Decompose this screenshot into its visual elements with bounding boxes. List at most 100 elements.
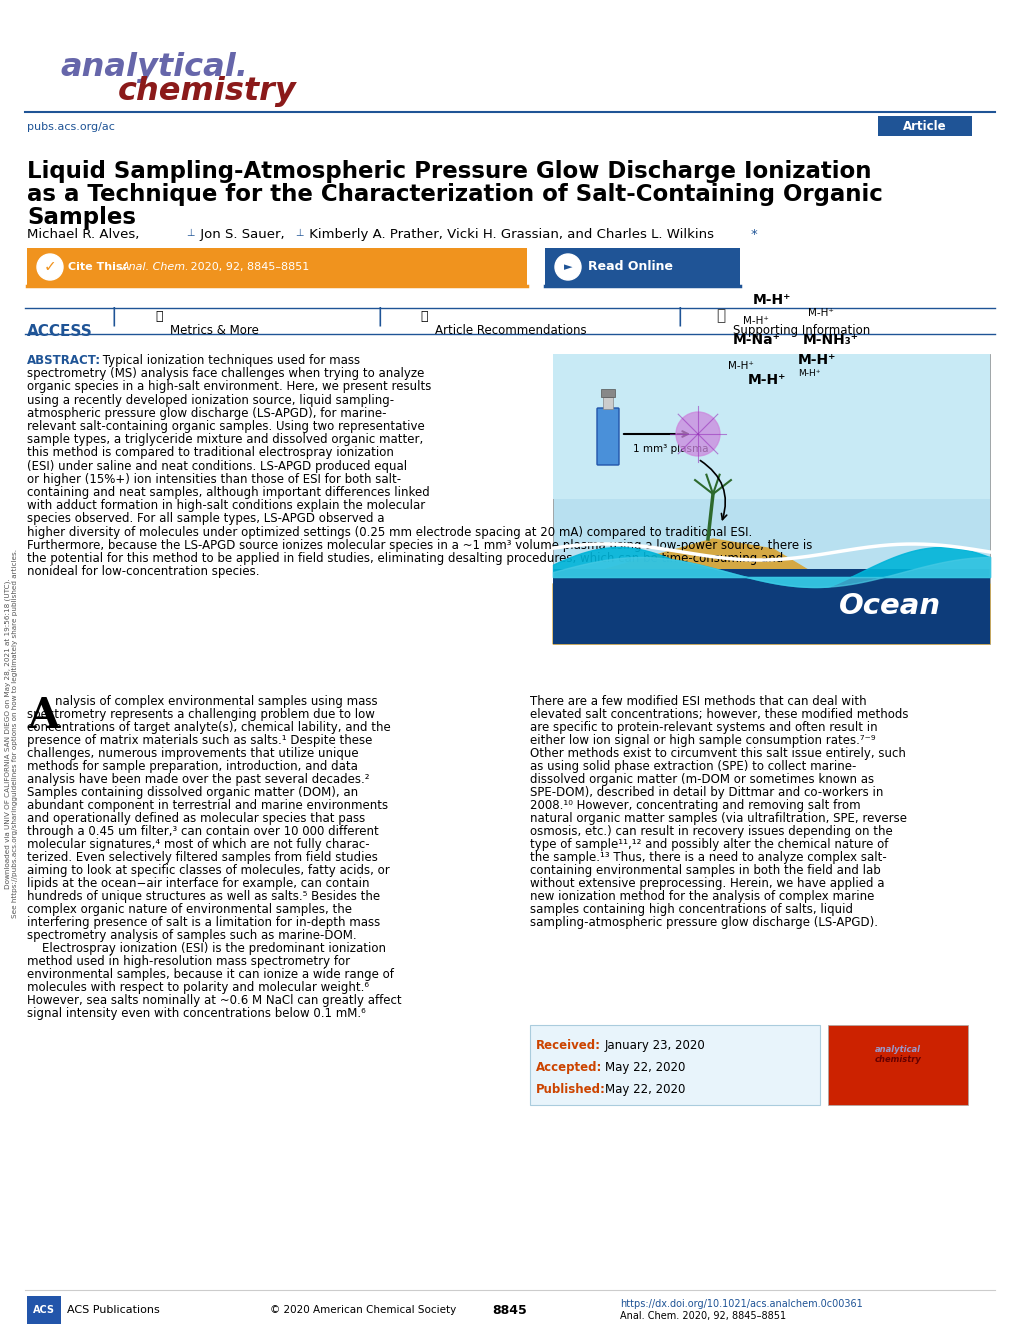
Text: May 22, 2020: May 22, 2020 <box>604 1083 685 1097</box>
Text: Samples containing dissolved organic matter (DOM), an: Samples containing dissolved organic mat… <box>26 786 358 799</box>
Text: hundreds of unique structures as well as salts.⁵ Besides the: hundreds of unique structures as well as… <box>26 890 380 903</box>
Text: Article Recommendations: Article Recommendations <box>434 324 586 338</box>
Text: Published:: Published: <box>535 1083 605 1097</box>
Text: M-H⁺: M-H⁺ <box>747 374 786 387</box>
Text: lipids at the ocean−air interface for example, can contain: lipids at the ocean−air interface for ex… <box>26 876 369 890</box>
Text: as a Technique for the Characterization of Salt-Containing Organic: as a Technique for the Characterization … <box>26 183 882 205</box>
Text: 2020, 92, 8845–8851: 2020, 92, 8845–8851 <box>186 261 309 272</box>
Text: Typical ionization techniques used for mass: Typical ionization techniques used for m… <box>99 354 360 367</box>
Text: A: A <box>26 695 59 736</box>
Text: Kimberly A. Prather, Vicki H. Grassian, and Charles L. Wilkins: Kimberly A. Prather, Vicki H. Grassian, … <box>305 228 713 241</box>
Text: 1 mm³ plasma: 1 mm³ plasma <box>633 444 708 454</box>
Text: 🖹: 🖹 <box>420 309 427 323</box>
Text: Downloaded via UNIV OF CALIFORNIA SAN DIEGO on May 28, 2021 at 19:56:18 (UTC).
S: Downloaded via UNIV OF CALIFORNIA SAN DI… <box>4 550 18 918</box>
Text: There are a few modified ESI methods that can deal with: There are a few modified ESI methods tha… <box>530 695 866 708</box>
Text: M-H⁺: M-H⁺ <box>752 293 791 307</box>
Text: Furthermore, because the LS-APGD source ionizes molecular species in a ~1 mm³ vo: Furthermore, because the LS-APGD source … <box>26 539 811 552</box>
Text: ACCESS: ACCESS <box>26 324 93 339</box>
Text: Ocean: Ocean <box>838 592 941 620</box>
Text: chemistry: chemistry <box>118 76 297 107</box>
Text: ACS: ACS <box>33 1305 55 1315</box>
Text: containing and neat samples, although important differences linked: containing and neat samples, although im… <box>26 486 429 499</box>
Text: |: | <box>376 307 383 325</box>
Text: spectrometry (MS) analysis face challenges when trying to analyze: spectrometry (MS) analysis face challeng… <box>26 367 424 380</box>
Text: concentrations of target analyte(s), chemical lability, and the: concentrations of target analyte(s), che… <box>26 720 390 734</box>
Text: molecules with respect to polarity and molecular weight.⁶: molecules with respect to polarity and m… <box>26 980 369 994</box>
Text: the sample.¹³ Thus, there is a need to analyze complex salt-: the sample.¹³ Thus, there is a need to a… <box>530 851 886 864</box>
Text: Anal. Chem.: Anal. Chem. <box>122 261 190 272</box>
Text: M-H⁺: M-H⁺ <box>742 316 768 325</box>
Text: complex organic nature of environmental samples, the: complex organic nature of environmental … <box>26 903 352 916</box>
Text: atmospheric pressure glow discharge (LS-APGD), for marine-: atmospheric pressure glow discharge (LS-… <box>26 407 386 420</box>
Text: type of sample¹¹,¹² and possibly alter the chemical nature of: type of sample¹¹,¹² and possibly alter t… <box>530 838 888 851</box>
Text: M-Na⁺: M-Na⁺ <box>733 334 781 347</box>
Text: sample types, a triglyceride mixture and dissolved organic matter,: sample types, a triglyceride mixture and… <box>26 434 423 446</box>
Circle shape <box>676 412 719 456</box>
FancyBboxPatch shape <box>600 390 614 398</box>
Text: Received:: Received: <box>535 1039 600 1053</box>
Text: environmental samples, because it can ionize a wide range of: environmental samples, because it can io… <box>26 968 393 980</box>
Text: organic species in a high-salt environment. Here, we present results: organic species in a high-salt environme… <box>26 380 431 394</box>
Text: Jon S. Sauer,: Jon S. Sauer, <box>196 228 284 241</box>
Text: relevant salt-containing organic samples. Using two representative: relevant salt-containing organic samples… <box>26 420 424 434</box>
FancyBboxPatch shape <box>552 354 989 499</box>
Text: using a recently developed ionization source, liquid sampling-: using a recently developed ionization so… <box>26 394 393 407</box>
Text: ⊥: ⊥ <box>294 228 304 237</box>
Text: osmosis, etc.) can result in recovery issues depending on the: osmosis, etc.) can result in recovery is… <box>530 824 892 838</box>
Text: containing environmental samples in both the field and lab: containing environmental samples in both… <box>530 864 879 876</box>
FancyBboxPatch shape <box>544 248 739 285</box>
Text: species observed. For all sample types, LS-APGD observed a: species observed. For all sample types, … <box>26 512 384 526</box>
FancyBboxPatch shape <box>26 248 527 285</box>
FancyBboxPatch shape <box>602 398 612 410</box>
FancyBboxPatch shape <box>552 354 989 644</box>
Text: method used in high-resolution mass spectrometry for: method used in high-resolution mass spec… <box>26 955 350 968</box>
Circle shape <box>37 253 63 280</box>
Text: ABSTRACT:: ABSTRACT: <box>26 354 101 367</box>
Text: chemistry: chemistry <box>873 1055 920 1065</box>
Text: abundant component in terrestrial and marine environments: abundant component in terrestrial and ma… <box>26 799 388 812</box>
Text: M-H⁺: M-H⁺ <box>807 308 834 317</box>
Text: 8845: 8845 <box>492 1303 527 1317</box>
Text: M-NH₃⁺: M-NH₃⁺ <box>802 334 858 347</box>
Text: this method is compared to traditional electrospray ionization: this method is compared to traditional e… <box>26 447 393 459</box>
Text: However, sea salts nominally at ~0.6 M NaCl can greatly affect: However, sea salts nominally at ~0.6 M N… <box>26 994 401 1007</box>
Text: Metrics & More: Metrics & More <box>170 324 259 338</box>
Text: as using solid phase extraction (SPE) to collect marine-: as using solid phase extraction (SPE) to… <box>530 760 856 772</box>
Text: ACS Publications: ACS Publications <box>67 1305 160 1315</box>
Text: SPE-DOM), described in detail by Dittmar and co-workers in: SPE-DOM), described in detail by Dittmar… <box>530 786 882 799</box>
Text: either low ion signal or high sample consumption rates.⁷⁻⁹: either low ion signal or high sample con… <box>530 734 874 747</box>
Text: higher diversity of molecules under optimized settings (0.25 mm electrode spacin: higher diversity of molecules under opti… <box>26 526 752 539</box>
Text: Liquid Sampling-Atmospheric Pressure Glow Discharge Ionization: Liquid Sampling-Atmospheric Pressure Glo… <box>26 160 870 183</box>
Text: ►: ► <box>564 261 572 272</box>
Text: 📊: 📊 <box>155 309 162 323</box>
Text: methods for sample preparation, introduction, and data: methods for sample preparation, introduc… <box>26 760 358 772</box>
Text: spectrometry represents a challenging problem due to low: spectrometry represents a challenging pr… <box>26 708 375 720</box>
Text: |: | <box>676 307 683 325</box>
Text: (ESI) under saline and neat conditions. LS-APGD produced equal: (ESI) under saline and neat conditions. … <box>26 460 407 472</box>
Text: ✓: ✓ <box>44 260 56 275</box>
Text: Supporting Information: Supporting Information <box>733 324 869 338</box>
Text: *: * <box>750 228 757 241</box>
Text: Anal. Chem. 2020, 92, 8845–8851: Anal. Chem. 2020, 92, 8845–8851 <box>620 1311 786 1321</box>
Text: samples containing high concentrations of salts, liquid: samples containing high concentrations o… <box>530 903 852 916</box>
Text: aiming to look at specific classes of molecules, fatty acids, or: aiming to look at specific classes of mo… <box>26 864 389 876</box>
Text: analytical.: analytical. <box>60 52 248 83</box>
Text: spectrometry analysis of samples such as marine-DOM.: spectrometry analysis of samples such as… <box>26 928 357 942</box>
Text: through a 0.45 um filter,³ can contain over 10 000 different: through a 0.45 um filter,³ can contain o… <box>26 824 378 838</box>
Text: and operationally defined as molecular species that pass: and operationally defined as molecular s… <box>26 812 365 824</box>
Text: Article: Article <box>902 120 946 132</box>
Text: are specific to protein-relevant systems and often result in: are specific to protein-relevant systems… <box>530 720 876 734</box>
Text: natural organic matter samples (via ultrafiltration, SPE, reverse: natural organic matter samples (via ultr… <box>530 812 906 824</box>
Text: signal intensity even with concentrations below 0.1 mM.⁶: signal intensity even with concentration… <box>26 1007 366 1021</box>
Text: analysis have been made over the past several decades.²: analysis have been made over the past se… <box>26 772 369 786</box>
Text: terized. Even selectively filtered samples from field studies: terized. Even selectively filtered sampl… <box>26 851 377 864</box>
Text: Cite This:: Cite This: <box>68 261 130 272</box>
Text: interfering presence of salt is a limitation for in-depth mass: interfering presence of salt is a limita… <box>26 916 380 928</box>
Text: ⊥: ⊥ <box>185 228 195 237</box>
Text: Read Online: Read Online <box>587 260 673 273</box>
Text: nalysis of complex environmental samples using mass: nalysis of complex environmental samples… <box>55 695 377 708</box>
Text: nonideal for low-concentration species.: nonideal for low-concentration species. <box>26 566 259 578</box>
FancyBboxPatch shape <box>596 408 619 466</box>
Text: molecular signatures,⁴ most of which are not fully charac-: molecular signatures,⁴ most of which are… <box>26 838 369 851</box>
FancyBboxPatch shape <box>552 570 989 644</box>
